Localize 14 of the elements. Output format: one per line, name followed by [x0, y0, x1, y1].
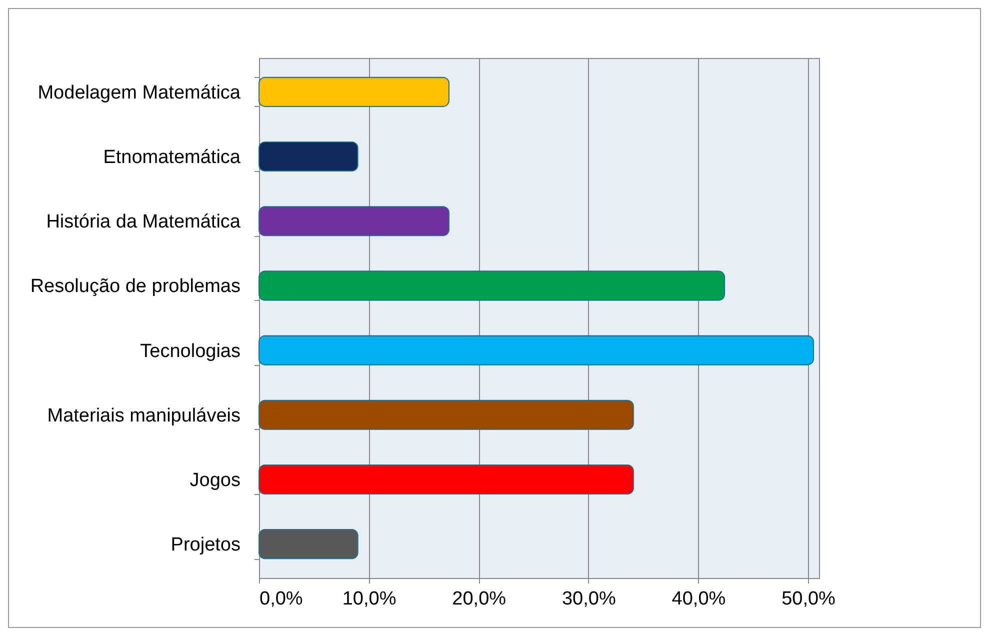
x-tick-label: 30,0%	[562, 588, 616, 610]
x-tick-label: 10,0%	[342, 588, 396, 610]
y-tick-label: Resolução de problemas	[30, 276, 240, 298]
y-tick-label: Projetos	[170, 534, 240, 556]
x-tick-label: 50,0%	[782, 588, 836, 610]
y-tick-label: Tecnologias	[140, 340, 240, 362]
y-tick-label: Materiais manipuláveis	[47, 405, 240, 426]
x-tick-label: 0,0%	[260, 588, 303, 610]
y-tick-label: Etnomatemática	[103, 147, 241, 168]
x-tick-label: 40,0%	[672, 588, 726, 610]
x-tick-label: 20,0%	[452, 588, 506, 610]
y-tick-label: Jogos	[190, 470, 240, 491]
y-tick-label: História da Matemática	[46, 212, 241, 233]
y-tick-label: Modelagem Matemática	[38, 82, 241, 104]
